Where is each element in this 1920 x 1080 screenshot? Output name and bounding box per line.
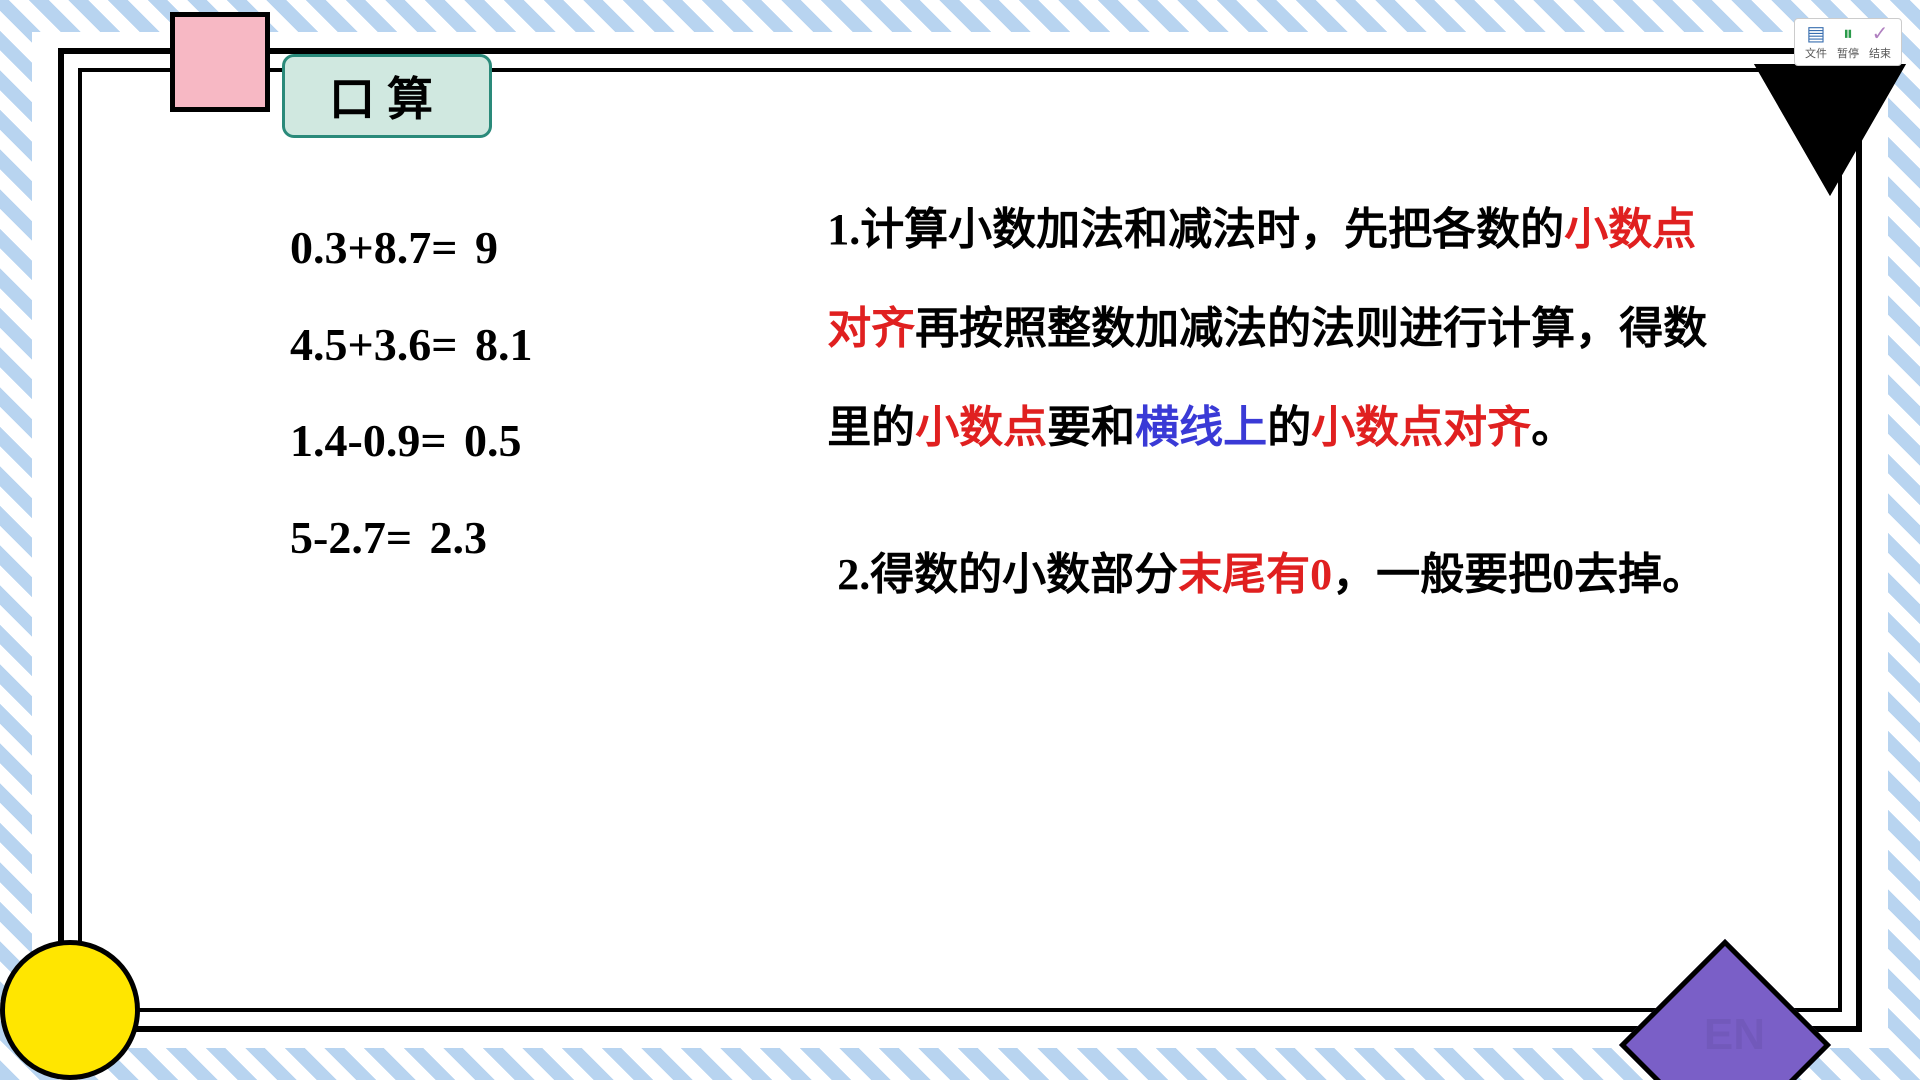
equation-lhs: 5-2.7= (290, 512, 412, 563)
rule-text: 。 (1531, 403, 1575, 452)
rules-column: 1.计算小数加法和减法时，先把各数的小数点对齐再按照整数加减法的法则进行计算，得… (827, 150, 1790, 980)
equation-lhs: 1.4-0.9= (290, 415, 447, 466)
rule-2: 2.得数的小数部分末尾有0，一般要把0去掉。 (827, 525, 1730, 624)
rule-emphasis-red: 末尾有0 (1178, 550, 1332, 599)
file-icon: ▤ (1801, 23, 1831, 45)
equation-row: 0.3+8.7= 9 (290, 200, 827, 297)
equation-answer: 9 (475, 222, 498, 273)
content-area: 0.3+8.7= 9 4.5+3.6= 8.1 1.4-0.9= 0.5 5-2… (130, 150, 1790, 980)
equation-answer: 8.1 (475, 319, 533, 370)
equation-lhs: 0.3+8.7= (290, 222, 457, 273)
equation-row: 1.4-0.9= 0.5 (290, 393, 827, 490)
pink-square-decor (170, 12, 270, 112)
rule-emphasis-red: 小数点对齐 (1311, 403, 1531, 452)
rule-emphasis-blue: 横线上 (1135, 403, 1267, 452)
rule-text: 要和 (1047, 403, 1135, 452)
file-label: 文件 (1801, 45, 1831, 61)
rule-1: 1.计算小数加法和减法时，先把各数的小数点对齐再按照整数加减法的法则进行计算，得… (827, 180, 1730, 477)
pause-button[interactable]: ⏸ 暂停 (1833, 23, 1863, 61)
teal-triangle-decor (1760, 70, 1900, 190)
rule-text: 1.计算小数加法和减法时，先把各数的 (827, 205, 1564, 254)
slide-title: 口算 (282, 54, 492, 138)
file-button[interactable]: ▤ 文件 (1801, 23, 1831, 61)
end-icon: ✓ (1865, 23, 1895, 45)
slide-stage: EN 口算 0.3+8.7= 9 4.5+3.6= 8.1 1.4-0.9= 0… (0, 0, 1920, 1080)
rule-text: ，一般要把0去掉。 (1332, 550, 1706, 599)
end-label: 结束 (1865, 45, 1895, 61)
rule-emphasis-red: 小数点 (915, 403, 1047, 452)
equation-answer: 2.3 (430, 512, 488, 563)
equation-row: 5-2.7= 2.3 (290, 490, 827, 587)
yellow-circle-decor (0, 940, 140, 1080)
rule-text: 2.得数的小数部分 (837, 550, 1178, 599)
rule-text: 的 (1267, 403, 1311, 452)
player-toolbar: ▤ 文件 ⏸ 暂停 ✓ 结束 (1794, 18, 1902, 66)
end-button[interactable]: ✓ 结束 (1865, 23, 1895, 61)
equation-row: 4.5+3.6= 8.1 (290, 297, 827, 394)
equation-lhs: 4.5+3.6= (290, 319, 457, 370)
equations-column: 0.3+8.7= 9 4.5+3.6= 8.1 1.4-0.9= 0.5 5-2… (130, 150, 827, 980)
ime-indicator: EN (1704, 1010, 1765, 1060)
equation-answer: 0.5 (464, 415, 522, 466)
pause-icon: ⏸ (1833, 23, 1863, 45)
pause-label: 暂停 (1833, 45, 1863, 61)
